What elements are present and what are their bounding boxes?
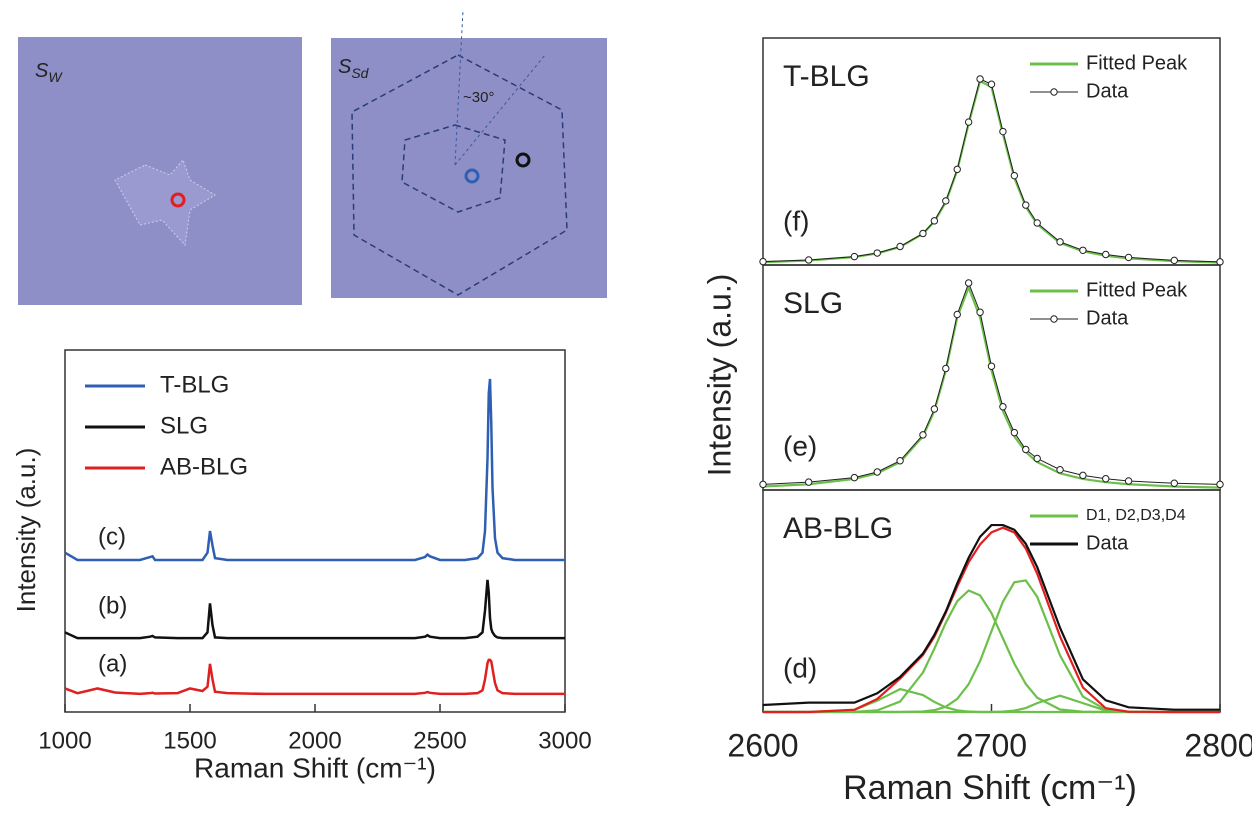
data-point <box>874 250 880 256</box>
legend-label: Data <box>1086 80 1129 102</box>
x-axis-label: Raman Shift (cm⁻¹) <box>843 769 1137 807</box>
data-point <box>977 309 983 315</box>
legend-marker <box>1051 89 1057 95</box>
series-line <box>763 525 1220 710</box>
component-curve <box>763 580 1220 712</box>
data-point <box>1080 247 1086 253</box>
spectrum-label: (a) <box>98 650 127 677</box>
data-point <box>1125 478 1131 484</box>
spectrum-label: (c) <box>98 523 126 550</box>
image-bg <box>331 38 607 298</box>
data-point <box>1103 476 1109 482</box>
series-line <box>65 660 565 694</box>
data-point <box>897 243 903 249</box>
x-tick-label: 2000 <box>288 727 341 754</box>
data-point <box>760 258 766 264</box>
legend-label: Fitted Peak <box>1086 52 1188 74</box>
data-point <box>1000 128 1006 134</box>
data-point <box>954 166 960 172</box>
data-point <box>760 481 766 487</box>
y-axis-label: Intensity (a.u.) <box>701 274 737 477</box>
legend-label: Data <box>1086 532 1129 554</box>
data-point <box>806 257 812 263</box>
data-point <box>851 474 857 480</box>
data-point <box>1217 259 1223 265</box>
data-point <box>1011 172 1017 178</box>
data-point <box>1011 429 1017 435</box>
spectrum-label: (b) <box>98 592 127 619</box>
data-point <box>1034 455 1040 461</box>
data-point <box>977 76 983 82</box>
data-point <box>1103 251 1109 257</box>
x-tick-label: 1500 <box>163 727 216 754</box>
micrograph-w: SW <box>18 37 302 305</box>
data-point <box>1217 481 1223 487</box>
x-tick-label: 2500 <box>413 727 466 754</box>
data-point <box>851 253 857 259</box>
data-point <box>1171 257 1177 263</box>
legend-marker <box>1051 316 1057 322</box>
series-line <box>763 79 1220 262</box>
data-point <box>1023 446 1029 452</box>
data-point <box>943 198 949 204</box>
legend-label: T-BLG <box>160 371 229 398</box>
data-point <box>965 280 971 286</box>
legend-label: AB-BLG <box>160 453 248 480</box>
figure: SW SSd ~30° 1000 1500 2000 2500 3000 T-BLG SLG… <box>0 0 1252 814</box>
data-point <box>1057 467 1063 473</box>
data-point <box>806 479 812 485</box>
data-point <box>874 469 880 475</box>
x-tick-label: 2700 <box>956 727 1027 763</box>
x-axis-label: Raman Shift (cm⁻¹) <box>194 752 436 783</box>
data-point <box>943 365 949 371</box>
data-point <box>1125 254 1131 260</box>
x-tick-label: 1000 <box>38 727 91 754</box>
panel-title: T-BLG <box>783 60 870 93</box>
data-point <box>920 230 926 236</box>
x-tick-label: 2800 <box>1184 727 1252 763</box>
y-axis-label: Intensity (a.u.) <box>11 448 41 613</box>
panel-title: SLG <box>783 287 843 320</box>
panel-label: (e) <box>783 430 817 461</box>
component-curve <box>763 590 1220 712</box>
panel-title: AB-BLG <box>783 512 893 545</box>
data-point <box>1000 404 1006 410</box>
data-point <box>988 81 994 87</box>
x-tick-label: 2600 <box>727 727 798 763</box>
data-point <box>1023 202 1029 208</box>
data-point <box>920 432 926 438</box>
series-line <box>763 528 1220 712</box>
data-point <box>965 119 971 125</box>
panel-label: (f) <box>783 205 809 236</box>
data-point <box>897 458 903 464</box>
data-point <box>931 406 937 412</box>
legend-label: Fitted Peak <box>1086 279 1188 301</box>
data-point <box>931 218 937 224</box>
panel-label: (d) <box>783 652 817 683</box>
x-tick-label: 3000 <box>538 727 591 754</box>
series-line <box>65 580 565 638</box>
data-point <box>988 363 994 369</box>
data-point <box>1034 220 1040 226</box>
data-point <box>1171 480 1177 486</box>
legend-label: SLG <box>160 412 208 439</box>
legend-label: D1, D2,D3,D4 <box>1086 507 1186 524</box>
data-point <box>1080 472 1086 478</box>
angle-annotation: ~30° <box>463 89 494 106</box>
data-point <box>954 311 960 317</box>
data-point <box>1057 239 1063 245</box>
legend-label: Data <box>1086 307 1129 329</box>
micrograph-sd: SSd ~30° <box>331 10 607 298</box>
series-line <box>763 81 1220 262</box>
